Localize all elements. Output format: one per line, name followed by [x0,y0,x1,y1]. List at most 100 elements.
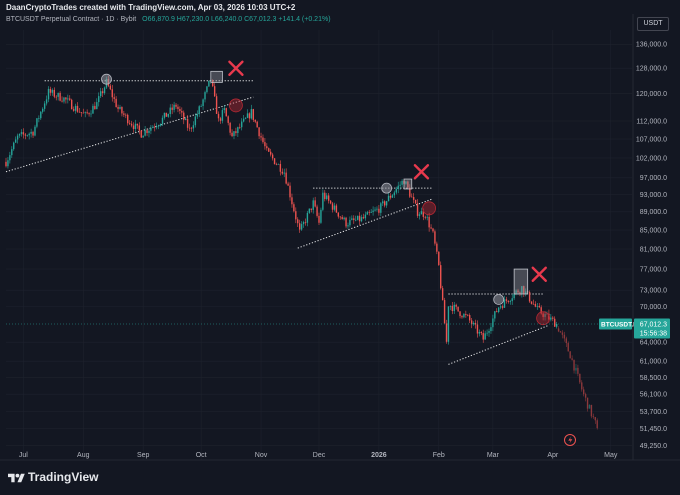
candle[interactable] [119,104,121,110]
candle[interactable] [528,290,531,303]
candle[interactable] [380,201,382,217]
candle[interactable] [42,107,44,114]
candle[interactable] [277,163,280,165]
candle[interactable] [121,106,123,117]
candle[interactable] [329,200,332,205]
candle[interactable] [557,326,560,333]
candle[interactable] [167,113,169,118]
candle[interactable] [459,311,461,319]
candle[interactable] [264,137,266,150]
candle[interactable] [268,147,270,153]
candle[interactable] [194,113,197,128]
candle[interactable] [412,193,415,204]
candle[interactable] [82,108,84,114]
candle[interactable] [484,330,486,340]
candle[interactable] [581,380,583,392]
candle[interactable] [53,87,56,99]
candle[interactable] [567,341,569,352]
candle[interactable] [130,120,133,128]
candle[interactable] [183,110,185,125]
candle[interactable] [322,189,324,212]
candle[interactable] [306,210,309,227]
candle[interactable] [505,296,508,304]
candle[interactable] [395,186,397,195]
candle[interactable] [536,303,539,310]
candle[interactable] [13,141,15,151]
candle[interactable] [575,364,577,375]
candle[interactable] [486,329,488,336]
candle[interactable] [582,386,585,397]
candle[interactable] [331,201,334,213]
candle[interactable] [430,224,432,230]
candle[interactable] [262,134,264,144]
candle[interactable] [11,146,13,158]
candle[interactable] [161,115,164,126]
time-axis[interactable]: Jul Aug Sep Oct Nov Dec 2026 Feb Mar Apr May [0,452,680,461]
candle[interactable] [523,285,525,297]
candle[interactable] [360,214,363,223]
candle[interactable] [355,215,357,222]
candle[interactable] [596,418,598,430]
candle[interactable] [7,157,9,169]
candle[interactable] [499,304,502,310]
candle[interactable] [339,216,341,220]
candle[interactable] [258,127,260,139]
candle[interactable] [540,305,542,315]
candle[interactable] [173,101,175,113]
candle[interactable] [260,132,262,141]
candle[interactable] [387,192,390,202]
candle[interactable] [295,207,297,224]
candle[interactable] [235,127,237,136]
candle[interactable] [418,212,421,220]
candle[interactable] [304,218,307,226]
candle[interactable] [552,316,554,322]
candle[interactable] [241,118,243,131]
candle[interactable] [242,114,245,123]
candle[interactable] [59,91,61,102]
candle[interactable] [453,301,455,314]
candle[interactable] [86,109,88,115]
candle[interactable] [279,160,282,176]
candle[interactable] [192,121,195,132]
candle[interactable] [555,321,558,329]
candle[interactable] [248,112,251,123]
candle[interactable] [289,182,291,201]
candle[interactable] [393,190,396,199]
candle[interactable] [132,122,135,133]
candle[interactable] [281,168,283,175]
candle[interactable] [63,96,65,104]
candle[interactable] [509,299,511,305]
candle[interactable] [237,126,239,138]
candle[interactable] [208,80,210,87]
candle[interactable] [45,95,48,106]
candle[interactable] [275,162,278,166]
candle[interactable] [14,136,17,143]
candle[interactable] [204,90,206,103]
candle[interactable] [22,128,25,139]
candle[interactable] [125,113,127,119]
candle[interactable] [169,104,171,118]
candle[interactable] [550,314,552,322]
candle[interactable] [482,329,484,343]
candle[interactable] [494,310,496,322]
candle[interactable] [382,198,384,207]
candle[interactable] [244,117,247,120]
candle[interactable] [287,181,289,186]
candle[interactable] [312,197,314,214]
candle[interactable] [74,103,77,114]
candle[interactable] [67,94,69,104]
candle[interactable] [440,261,442,290]
candle[interactable] [163,112,166,120]
candle[interactable] [175,102,177,109]
candle[interactable] [229,121,231,136]
candle[interactable] [300,221,303,231]
candle[interactable] [32,130,34,139]
candle[interactable] [594,416,596,424]
candle[interactable] [150,125,152,135]
candle[interactable] [378,205,380,216]
candle[interactable] [511,294,513,305]
candle[interactable] [443,297,446,324]
candle[interactable] [38,115,40,123]
candle[interactable] [455,303,457,310]
